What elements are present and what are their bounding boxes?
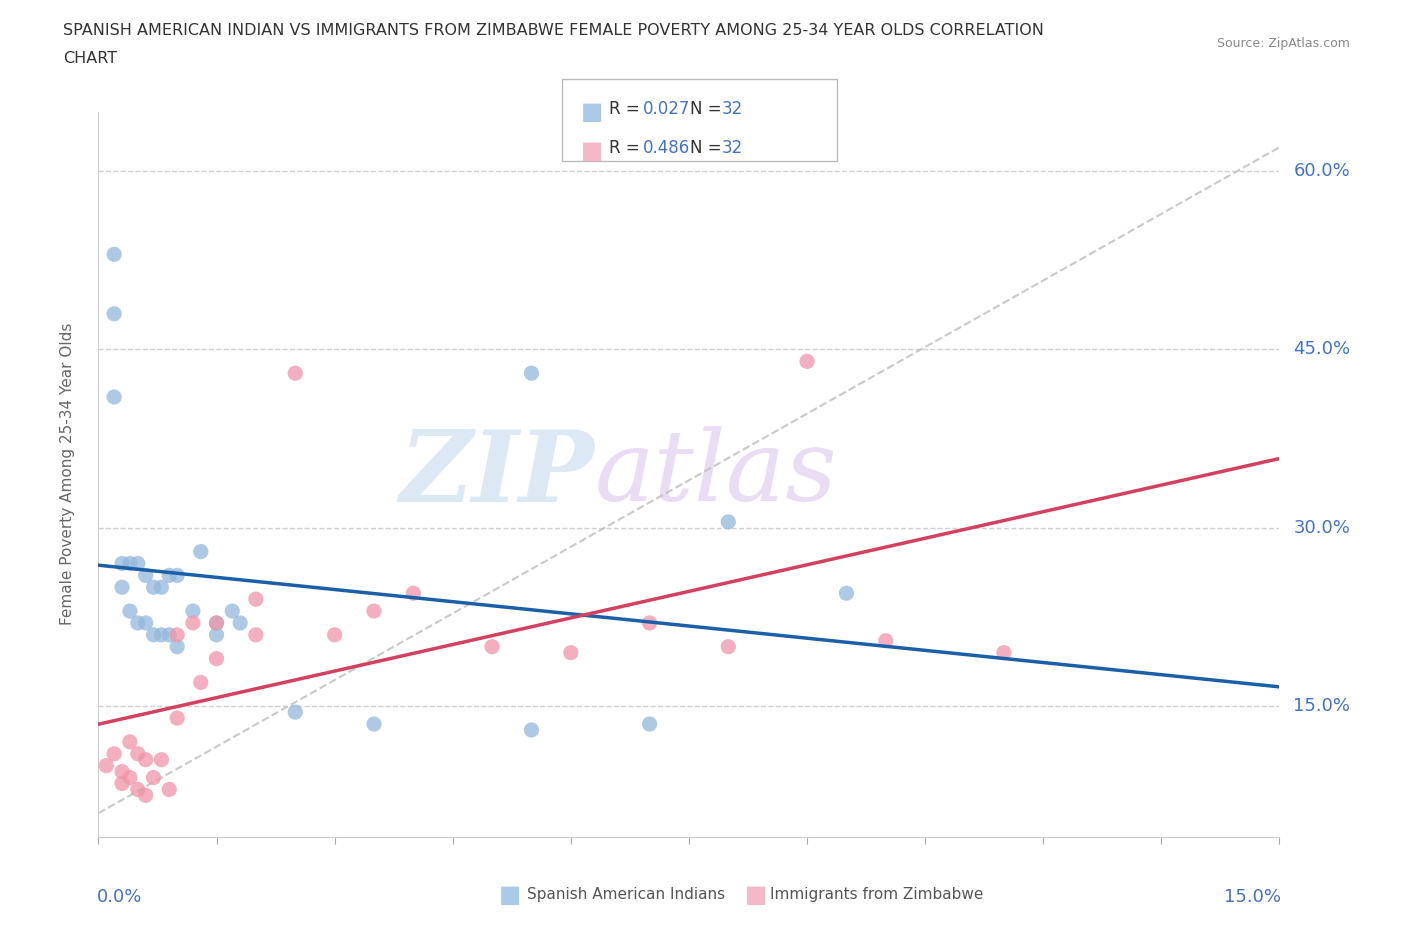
Point [796,354,818,369]
Point [835,586,858,601]
Text: ■: ■ [499,883,522,907]
Point [150,628,173,643]
Text: Spanish American Indians: Spanish American Indians [527,887,725,902]
Point [150,752,173,767]
Point [560,645,582,660]
Point [363,604,385,618]
Point [142,579,165,594]
Text: N =: N = [690,139,727,156]
Point [135,752,157,767]
Text: SPANISH AMERICAN INDIAN VS IMMIGRANTS FROM ZIMBABWE FEMALE POVERTY AMONG 25-34 Y: SPANISH AMERICAN INDIAN VS IMMIGRANTS FR… [63,23,1045,38]
Point [205,651,228,666]
Text: CHART: CHART [63,51,117,66]
Point [181,616,204,631]
Point [323,628,346,643]
Point [142,770,165,785]
Point [190,675,212,690]
Point [638,717,661,732]
Text: N =: N = [690,100,727,117]
Text: ZIP: ZIP [399,426,595,523]
Text: 32: 32 [721,100,742,117]
Point [142,628,165,643]
Text: Source: ZipAtlas.com: Source: ZipAtlas.com [1216,37,1350,50]
Point [157,628,180,643]
Point [229,616,252,631]
Point [157,782,180,797]
Text: 0.0%: 0.0% [97,888,142,906]
Point [245,591,267,606]
Point [111,556,134,571]
Point [221,604,243,618]
Point [166,628,188,643]
Point [166,711,188,725]
Point [520,723,543,737]
Point [717,514,740,529]
Point [245,628,267,643]
Point [402,586,425,601]
Point [205,616,228,631]
Text: 32: 32 [721,139,742,156]
Point [103,390,125,405]
Point [284,705,307,720]
Text: atlas: atlas [595,427,837,522]
Point [993,645,1015,660]
Point [127,616,149,631]
Text: Immigrants from Zimbabwe: Immigrants from Zimbabwe [770,887,984,902]
Y-axis label: Female Poverty Among 25-34 Year Olds: Female Poverty Among 25-34 Year Olds [60,323,75,626]
Point [103,746,125,761]
Point [135,616,157,631]
Text: 30.0%: 30.0% [1294,519,1350,537]
Point [166,568,188,583]
Point [875,633,897,648]
Point [157,568,180,583]
Point [118,604,141,618]
Text: R =: R = [609,100,645,117]
Point [520,365,543,380]
Point [96,758,118,773]
Point [127,556,149,571]
Text: 15.0%: 15.0% [1223,888,1281,906]
Point [127,746,149,761]
Point [111,764,134,779]
Point [135,568,157,583]
Point [190,544,212,559]
Point [118,770,141,785]
Point [111,776,134,790]
Point [135,788,157,803]
Text: 0.027: 0.027 [643,100,690,117]
Point [205,628,228,643]
Text: 0.486: 0.486 [643,139,690,156]
Point [118,735,141,750]
Text: ■: ■ [745,883,768,907]
Point [284,365,307,380]
Point [150,579,173,594]
Point [481,639,503,654]
Point [205,616,228,631]
Point [103,306,125,321]
Text: 45.0%: 45.0% [1294,340,1351,358]
Point [118,556,141,571]
Text: 15.0%: 15.0% [1294,698,1350,715]
Text: ■: ■ [581,100,603,124]
Text: 60.0%: 60.0% [1294,162,1350,180]
Text: R =: R = [609,139,645,156]
Point [181,604,204,618]
Text: ■: ■ [581,139,603,163]
Point [166,639,188,654]
Point [127,782,149,797]
Point [638,616,661,631]
Point [717,639,740,654]
Point [103,246,125,261]
Point [111,579,134,594]
Point [363,717,385,732]
